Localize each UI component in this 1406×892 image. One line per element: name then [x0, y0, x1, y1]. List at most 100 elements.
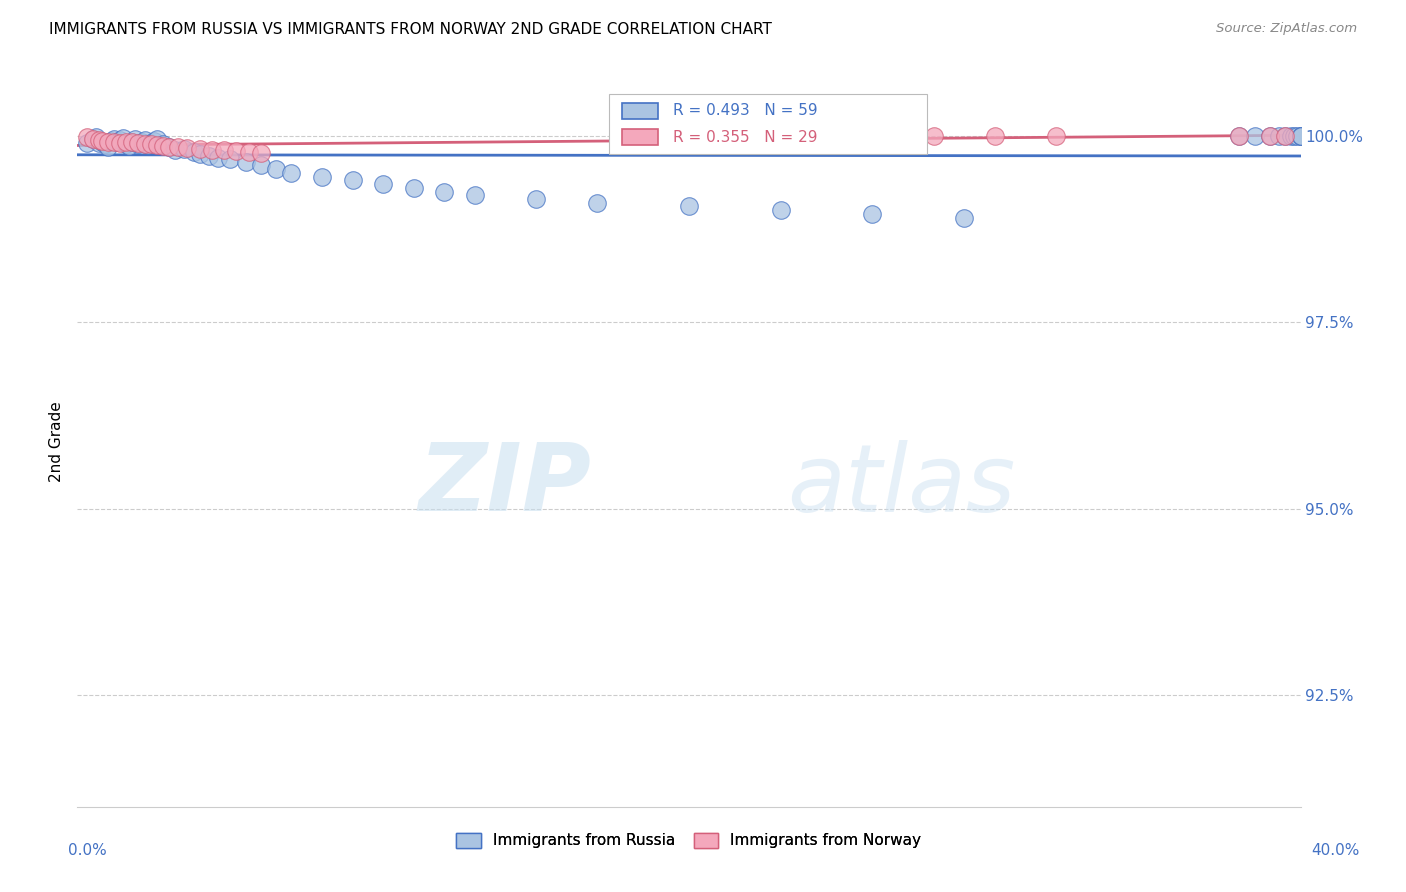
Point — [112, 130, 135, 145]
Legend: Immigrants from Russia, Immigrants from Norway: Immigrants from Russia, Immigrants from … — [450, 827, 928, 855]
FancyBboxPatch shape — [621, 103, 658, 119]
Point — [264, 162, 287, 177]
Point — [90, 135, 112, 149]
Point — [165, 144, 187, 158]
Point — [1274, 128, 1296, 143]
Point — [108, 136, 131, 150]
Point — [201, 143, 224, 157]
Point — [100, 134, 122, 148]
Point — [103, 135, 125, 149]
Y-axis label: 2nd Grade: 2nd Grade — [49, 401, 65, 482]
Point — [87, 136, 110, 150]
Point — [121, 135, 143, 149]
Point — [207, 151, 229, 165]
Point — [136, 138, 159, 153]
Point — [134, 136, 156, 151]
Point — [250, 158, 273, 172]
Point — [82, 132, 104, 146]
Point — [862, 207, 884, 221]
Point — [115, 136, 138, 151]
Point — [1045, 128, 1067, 143]
Text: 40.0%: 40.0% — [1312, 843, 1360, 857]
Point — [769, 203, 792, 218]
Point — [188, 142, 211, 156]
Text: Source: ZipAtlas.com: Source: ZipAtlas.com — [1216, 22, 1357, 36]
Point — [1284, 128, 1306, 143]
Point — [586, 195, 609, 210]
Text: 0.0%: 0.0% — [67, 843, 107, 857]
Point — [198, 149, 221, 163]
Point — [1289, 128, 1312, 143]
Point — [1279, 128, 1302, 143]
Point — [402, 181, 425, 195]
Point — [124, 132, 146, 146]
Point — [97, 135, 120, 149]
Point — [371, 177, 394, 191]
Point — [76, 130, 98, 145]
Text: atlas: atlas — [787, 440, 1015, 531]
Point — [115, 135, 138, 149]
Point — [524, 192, 547, 206]
Point — [146, 131, 169, 145]
Point — [188, 147, 211, 161]
Point — [157, 139, 180, 153]
Point — [152, 136, 174, 151]
Point — [311, 169, 333, 184]
Point — [118, 139, 141, 153]
Point — [103, 131, 125, 145]
Point — [76, 136, 98, 150]
Text: IMMIGRANTS FROM RUSSIA VS IMMIGRANTS FROM NORWAY 2ND GRADE CORRELATION CHART: IMMIGRANTS FROM RUSSIA VS IMMIGRANTS FRO… — [49, 22, 772, 37]
Point — [953, 211, 976, 225]
Point — [176, 141, 198, 155]
Point — [1274, 128, 1296, 143]
Point — [127, 137, 149, 152]
Point — [157, 139, 180, 153]
Point — [922, 128, 945, 143]
Point — [1258, 128, 1281, 143]
Point — [134, 133, 156, 147]
Point — [139, 137, 162, 152]
Point — [105, 135, 128, 149]
Text: R = 0.355   N = 29: R = 0.355 N = 29 — [673, 130, 817, 145]
Point — [139, 136, 162, 150]
Point — [183, 145, 205, 159]
Point — [127, 136, 149, 150]
Point — [82, 131, 104, 145]
Point — [1289, 128, 1312, 143]
Point — [984, 128, 1007, 143]
Point — [121, 135, 143, 149]
Point — [173, 142, 195, 156]
Point — [167, 140, 190, 154]
Point — [131, 135, 153, 149]
Point — [146, 138, 169, 153]
Point — [464, 188, 486, 202]
Point — [152, 139, 174, 153]
Point — [250, 145, 273, 160]
Point — [212, 144, 235, 158]
Point — [235, 154, 257, 169]
Point — [1243, 128, 1265, 143]
Point — [94, 137, 117, 152]
Point — [1268, 128, 1291, 143]
Point — [142, 134, 165, 148]
Point — [219, 153, 242, 167]
FancyBboxPatch shape — [609, 95, 928, 154]
Text: R = 0.493   N = 59: R = 0.493 N = 59 — [673, 103, 818, 119]
Point — [238, 145, 260, 159]
Point — [87, 133, 110, 147]
Point — [678, 199, 700, 213]
Point — [1229, 128, 1251, 143]
Point — [90, 134, 112, 148]
Point — [280, 166, 302, 180]
Point — [1229, 128, 1251, 143]
FancyBboxPatch shape — [621, 129, 658, 145]
Point — [342, 173, 364, 187]
Text: ZIP: ZIP — [418, 440, 591, 532]
Point — [108, 133, 131, 147]
Point — [97, 139, 120, 153]
Point — [84, 130, 107, 145]
Point — [1258, 128, 1281, 143]
Point — [1289, 128, 1312, 143]
Point — [433, 185, 456, 199]
Point — [1286, 128, 1309, 143]
